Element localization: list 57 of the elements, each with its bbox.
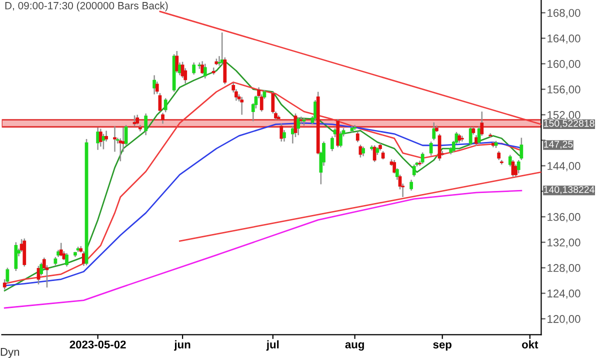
y-tick-label: 160,00	[548, 60, 580, 70]
y-tick-label: 136,00	[548, 213, 580, 222]
candlestick	[158, 92, 162, 112]
line-series	[4, 190, 522, 309]
candlestick	[96, 126, 100, 150]
candlestick	[203, 63, 207, 80]
x-tick-label: jul	[266, 340, 279, 351]
candlestick	[98, 128, 102, 148]
candlestick	[372, 144, 376, 163]
annotation: 147,25	[544, 140, 573, 149]
y-tick-label: 128,00	[548, 264, 580, 274]
x-tick-label: aug	[345, 342, 364, 351]
candlestick	[412, 164, 416, 178]
candlestick	[65, 252, 68, 268]
candlestick	[516, 159, 520, 174]
candlestick	[14, 242, 18, 272]
candlestick	[200, 60, 204, 75]
y-tick-label: 144,00	[548, 162, 580, 172]
candlestick	[432, 122, 436, 141]
candlestick	[296, 116, 300, 136]
candlestick	[420, 152, 424, 164]
candlestick	[429, 140, 433, 156]
candlestick	[410, 179, 413, 192]
candlestick	[113, 126, 116, 152]
candlestick	[175, 50, 179, 74]
candlestick	[22, 238, 26, 268]
line-series	[4, 122, 522, 286]
y-tick-label: 164,00	[548, 34, 580, 44]
annotation: 140,138224	[544, 186, 594, 194]
candlestick	[59, 242, 63, 257]
x-tick-label: jun	[174, 340, 190, 351]
candlestick	[314, 99, 317, 122]
candlestick	[192, 62, 196, 76]
candlestick	[164, 98, 168, 113]
candlestick	[280, 123, 284, 142]
text: Dyn	[0, 348, 20, 358]
x-tick-label: sep	[433, 342, 452, 351]
y-tick-label: 120,00	[548, 315, 580, 324]
candlestick	[136, 114, 140, 125]
candlestick	[514, 164, 518, 178]
candlestick	[144, 112, 148, 136]
x-tick-label: okt	[522, 340, 538, 348]
candlestick	[161, 112, 164, 124]
candlestick	[520, 137, 524, 161]
chart-title: D, 09:00-17:30 (200000 Bars Back)	[5, 2, 168, 12]
annotation: 150,522818	[544, 120, 594, 128]
y-tick-label: 152,00	[548, 111, 580, 120]
candlestick	[468, 126, 472, 146]
candlestick	[152, 74, 156, 95]
y-tick-label: 132,00	[548, 238, 580, 248]
y-tick-label: 124,00	[548, 290, 580, 299]
x-tick-label: 2023-05-02	[70, 340, 126, 348]
y-tick-label: 156,00	[548, 86, 580, 95]
candlestick	[356, 130, 360, 143]
candlestick	[362, 146, 365, 157]
y-tick-label: 168,00	[548, 9, 580, 18]
candlestick	[240, 96, 244, 116]
